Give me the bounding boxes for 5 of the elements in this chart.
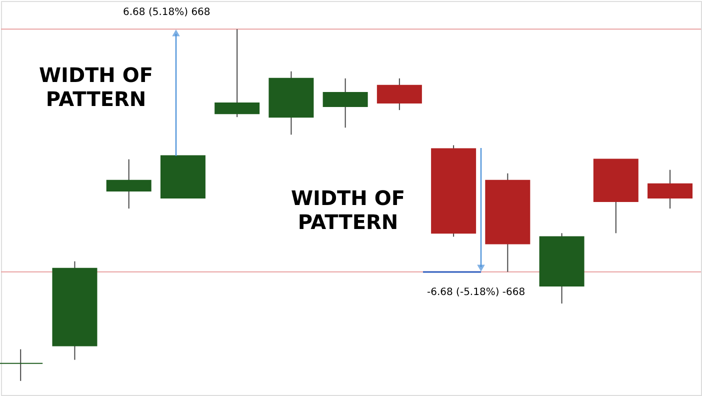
annotation: -6.68 (-5.18%) -668 (427, 287, 526, 298)
annotation: WIDTH OF PATTERN (38, 63, 154, 111)
text: 6.68 (5.18%) 668 (123, 7, 210, 18)
candlestick (214, 28, 260, 118)
annotation: WIDTH OF PATTERN (290, 186, 406, 234)
